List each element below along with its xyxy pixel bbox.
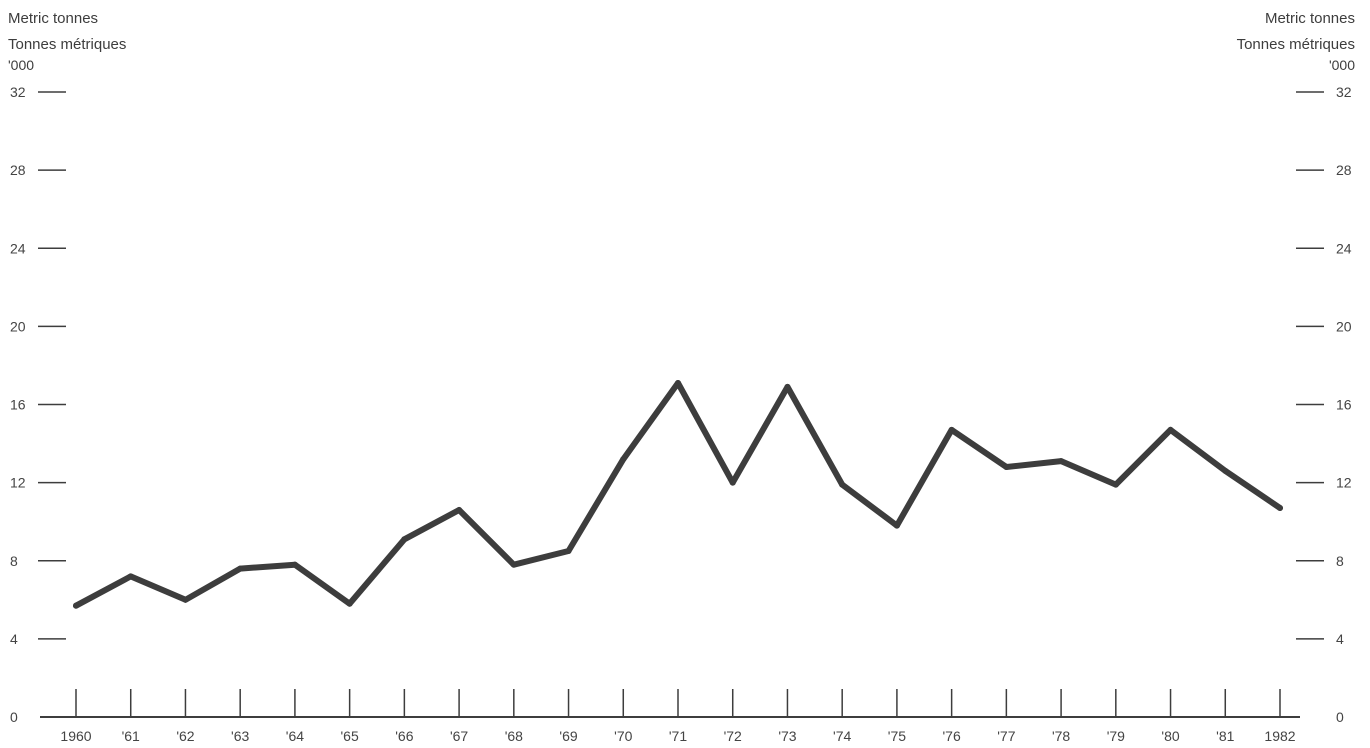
y-tick-label-left: 16 xyxy=(10,397,26,413)
data-point xyxy=(948,426,955,433)
x-tick-label: '74 xyxy=(833,728,851,744)
y-tick-label-left: 8 xyxy=(10,553,18,569)
x-tick-label: '70 xyxy=(614,728,632,744)
x-tick-label: 1960 xyxy=(60,728,91,744)
data-point xyxy=(1003,464,1010,470)
x-tick-label: '64 xyxy=(286,728,304,744)
y-tick-label-right: 32 xyxy=(1336,84,1352,100)
unit-label-en: Metric tonnes xyxy=(8,10,99,27)
data-point xyxy=(1277,505,1283,512)
x-tick-label: '62 xyxy=(176,728,194,744)
y-tick-label-left: 0 xyxy=(10,709,18,725)
data-point xyxy=(893,522,900,529)
x-tick-label: '73 xyxy=(778,728,796,744)
y-tick-label-right: 16 xyxy=(1336,397,1352,413)
y-tick-label-left: 20 xyxy=(10,318,26,334)
y-tick-label-left: 24 xyxy=(10,240,26,256)
data-point xyxy=(565,547,572,554)
x-tick-label: '72 xyxy=(724,728,742,744)
x-tick-label: '81 xyxy=(1216,728,1234,744)
y-tick-label-left: 28 xyxy=(10,162,26,178)
data-point xyxy=(127,573,134,580)
data-point xyxy=(401,536,408,543)
x-tick-label: '63 xyxy=(231,728,249,744)
y-tick-label-right: 24 xyxy=(1336,240,1352,256)
x-tick-label: '76 xyxy=(943,728,961,744)
y-tick-label-left: 32 xyxy=(10,84,26,100)
y-tick-label-right: 8 xyxy=(1336,553,1344,569)
y-tick-label-left: 4 xyxy=(10,631,18,647)
x-tick-label: '71 xyxy=(669,728,687,744)
data-point xyxy=(291,561,298,568)
y-tick-label-right: 28 xyxy=(1336,162,1352,178)
data-point xyxy=(510,561,517,568)
data-point xyxy=(620,456,627,463)
data-point xyxy=(1167,426,1174,433)
unit-label-fr: Tonnes métriques xyxy=(1236,36,1355,53)
x-tick-label: '65 xyxy=(341,728,359,744)
x-tick-label: '78 xyxy=(1052,728,1070,744)
data-point xyxy=(456,506,463,513)
x-tick-label: '77 xyxy=(997,728,1015,744)
data-point xyxy=(729,479,736,486)
data-point xyxy=(237,565,244,572)
x-tick-label: '61 xyxy=(122,728,140,744)
unit-label-en: Metric tonnes xyxy=(1264,10,1355,27)
series-line xyxy=(73,380,1283,609)
x-tick-label: '67 xyxy=(450,728,468,744)
data-point xyxy=(1058,458,1065,465)
data-point xyxy=(346,600,353,607)
data-point xyxy=(1112,481,1119,488)
y-tick-label-right: 4 xyxy=(1336,631,1344,647)
data-point xyxy=(839,481,846,488)
data-point xyxy=(182,596,189,603)
data-point xyxy=(73,602,79,609)
y-axis-unit-left: Metric tonnes Tonnes métriques '000 xyxy=(8,6,126,72)
x-tick-label: 1982 xyxy=(1264,728,1295,744)
x-tick-label: '69 xyxy=(559,728,577,744)
unit-scale-label: '000 xyxy=(1328,57,1355,73)
x-tick-label: '75 xyxy=(888,728,906,744)
y-tick-label-right: 20 xyxy=(1336,318,1352,334)
x-tick-label: '80 xyxy=(1161,728,1179,744)
unit-label-fr: Tonnes métriques xyxy=(8,36,127,53)
data-point xyxy=(1222,467,1229,474)
y-tick-label-left: 12 xyxy=(10,475,26,491)
data-point xyxy=(784,383,791,390)
y-tick-label-right: 12 xyxy=(1336,475,1352,491)
x-tick-label: '79 xyxy=(1107,728,1125,744)
x-tick-label: '68 xyxy=(505,728,523,744)
data-point xyxy=(675,380,681,387)
y-axis-unit-right: Metric tonnes Tonnes métriques '000 xyxy=(1237,6,1355,72)
unit-scale-label: '000 xyxy=(8,57,35,73)
x-tick-label: '66 xyxy=(395,728,413,744)
y-tick-label-right: 0 xyxy=(1336,709,1344,725)
